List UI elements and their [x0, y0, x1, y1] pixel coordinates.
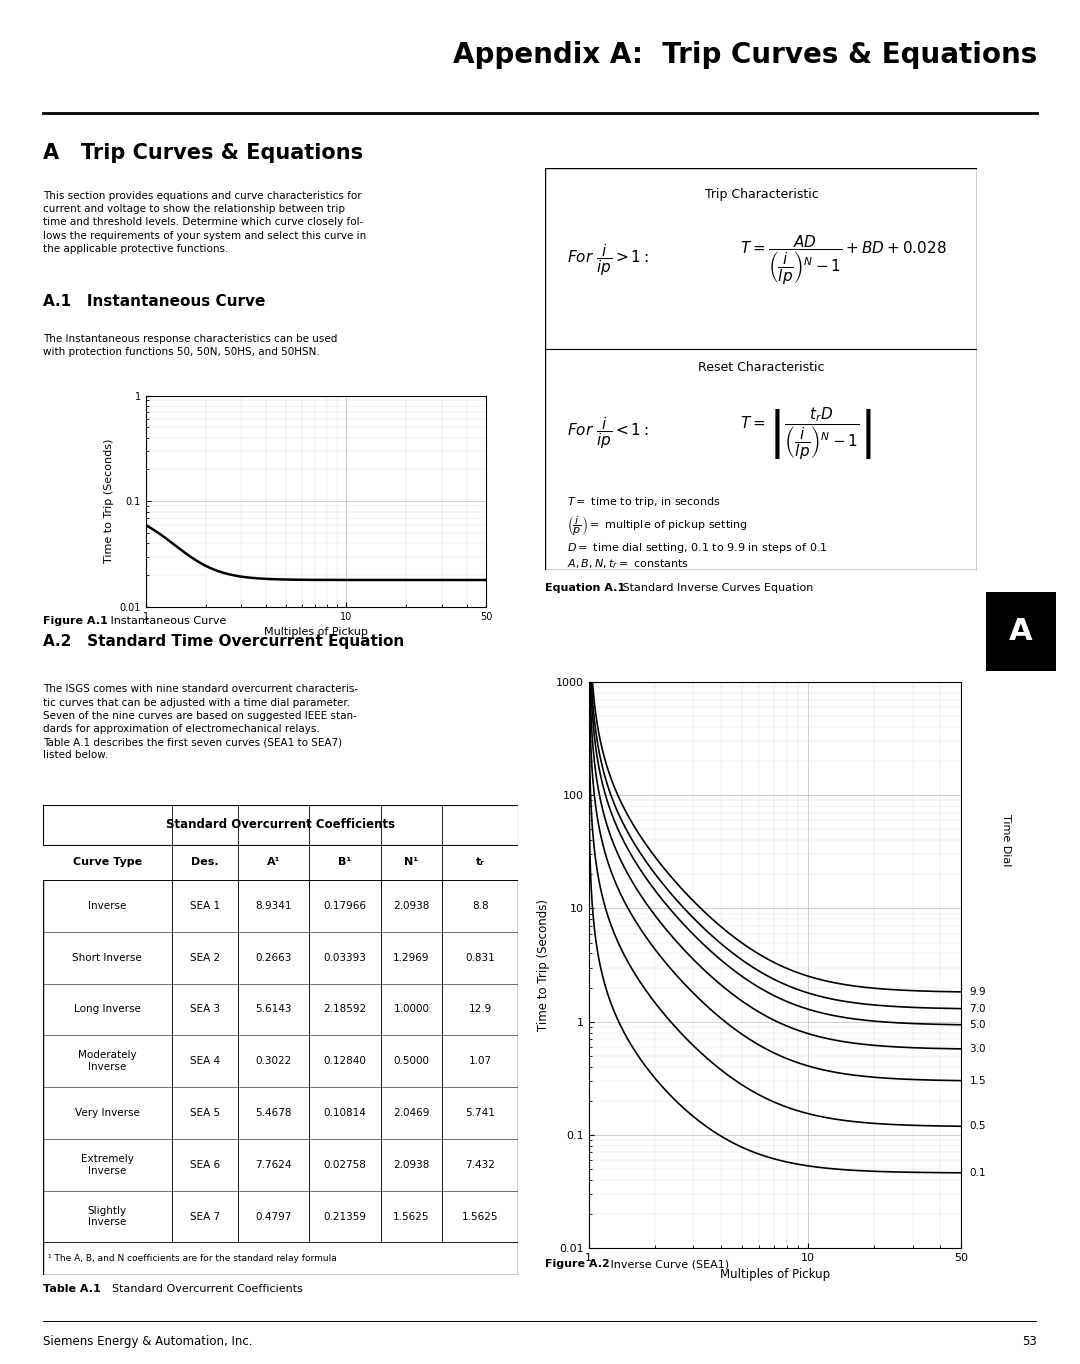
Text: Very Inverse: Very Inverse — [75, 1108, 139, 1118]
Text: Instantaneous Curve: Instantaneous Curve — [107, 615, 227, 626]
Text: 9.9: 9.9 — [970, 988, 986, 997]
Text: $T=\dfrac{AD}{\left(\dfrac{i}{lp}\right)^{N}-1}+BD+0.028$: $T=\dfrac{AD}{\left(\dfrac{i}{lp}\right)… — [740, 233, 946, 288]
Text: tᵣ: tᵣ — [476, 858, 485, 868]
Text: 7.0: 7.0 — [970, 1004, 986, 1013]
Text: Trip Characteristic: Trip Characteristic — [704, 188, 819, 201]
Text: 5.0: 5.0 — [970, 1020, 986, 1030]
Text: 0.1: 0.1 — [970, 1168, 986, 1177]
Text: SEA 4: SEA 4 — [190, 1056, 220, 1067]
Text: A   Trip Curves & Equations: A Trip Curves & Equations — [43, 143, 363, 164]
Text: Des.: Des. — [191, 858, 218, 868]
Text: 1.0000: 1.0000 — [393, 1004, 430, 1015]
Text: Time Dial: Time Dial — [1001, 814, 1011, 866]
Text: 53: 53 — [1022, 1335, 1037, 1348]
Text: 7.432: 7.432 — [465, 1159, 496, 1170]
Text: 1.07: 1.07 — [469, 1056, 492, 1067]
Text: Standard Inverse Curves Equation: Standard Inverse Curves Equation — [619, 582, 813, 593]
Text: 2.18592: 2.18592 — [323, 1004, 366, 1015]
Text: 0.17966: 0.17966 — [323, 902, 366, 911]
Text: Inverse: Inverse — [89, 902, 126, 911]
Y-axis label: Time to Trip (Seconds): Time to Trip (Seconds) — [104, 439, 114, 563]
Text: Moderately
Inverse: Moderately Inverse — [78, 1050, 137, 1072]
Text: The Instantaneous response characteristics can be used
with protection functions: The Instantaneous response characteristi… — [43, 334, 338, 357]
Text: ¹ The A, B, and N coefficients are for the standard relay formula: ¹ The A, B, and N coefficients are for t… — [48, 1255, 337, 1263]
Text: 5.6143: 5.6143 — [256, 1004, 292, 1015]
Bar — [43, 805, 518, 844]
Text: 0.02758: 0.02758 — [324, 1159, 366, 1170]
Text: A.2   Standard Time Overcurrent Equation: A.2 Standard Time Overcurrent Equation — [43, 634, 404, 649]
Text: Appendix A:  Trip Curves & Equations: Appendix A: Trip Curves & Equations — [453, 41, 1037, 68]
Text: 0.5000: 0.5000 — [393, 1056, 430, 1067]
Text: 0.10814: 0.10814 — [324, 1108, 366, 1118]
Text: Siemens Energy & Automation, Inc.: Siemens Energy & Automation, Inc. — [43, 1335, 253, 1348]
Text: 3.0: 3.0 — [970, 1043, 986, 1054]
Text: Figure A.2: Figure A.2 — [545, 1259, 610, 1270]
Text: 1.5: 1.5 — [970, 1076, 986, 1086]
Text: A¹: A¹ — [267, 858, 281, 868]
Text: SEA 7: SEA 7 — [190, 1211, 220, 1222]
Text: $A, B, N, t_r=$ constants: $A, B, N, t_r=$ constants — [567, 558, 689, 572]
Text: B¹: B¹ — [338, 858, 352, 868]
Text: SEA 3: SEA 3 — [190, 1004, 220, 1015]
Text: 5.4678: 5.4678 — [256, 1108, 292, 1118]
Text: This section provides equations and curve characteristics for
current and voltag: This section provides equations and curv… — [43, 191, 366, 254]
Text: 7.7624: 7.7624 — [256, 1159, 292, 1170]
Text: 2.0938: 2.0938 — [393, 1159, 430, 1170]
Text: 5.741: 5.741 — [465, 1108, 496, 1118]
Text: Standard Overcurrent Coefficients: Standard Overcurrent Coefficients — [166, 818, 395, 831]
Text: $\mathit{For}\ \dfrac{i}{ip}>1:$: $\mathit{For}\ \dfrac{i}{ip}>1:$ — [567, 243, 649, 278]
Text: 1.2969: 1.2969 — [393, 952, 430, 963]
Text: $\left(\dfrac{i}{p}\right)=$ multiple of pickup setting: $\left(\dfrac{i}{p}\right)=$ multiple of… — [567, 514, 747, 537]
Text: Inverse Curve (SEA1): Inverse Curve (SEA1) — [607, 1259, 729, 1270]
Text: A: A — [1010, 617, 1032, 647]
Text: SEA 2: SEA 2 — [190, 952, 220, 963]
Text: Long Inverse: Long Inverse — [73, 1004, 140, 1015]
Text: 0.2663: 0.2663 — [256, 952, 292, 963]
Text: Slightly
Inverse: Slightly Inverse — [87, 1206, 127, 1228]
Text: 1.5625: 1.5625 — [393, 1211, 430, 1222]
Text: 0.21359: 0.21359 — [323, 1211, 366, 1222]
Text: $T=$ time to trip, in seconds: $T=$ time to trip, in seconds — [567, 495, 721, 509]
Text: $\mathit{For}\ \dfrac{i}{ip}<1:$: $\mathit{For}\ \dfrac{i}{ip}<1:$ — [567, 416, 649, 451]
Y-axis label: Time to Trip (Seconds): Time to Trip (Seconds) — [537, 899, 550, 1031]
Text: 8.8: 8.8 — [472, 902, 488, 911]
Text: 0.03393: 0.03393 — [324, 952, 366, 963]
Text: Standard Overcurrent Coefficients: Standard Overcurrent Coefficients — [105, 1284, 302, 1294]
Text: $D=$ time dial setting, 0.1 to 9.9 in steps of 0.1: $D=$ time dial setting, 0.1 to 9.9 in st… — [567, 542, 827, 555]
X-axis label: Multiples of Pickup: Multiples of Pickup — [720, 1269, 829, 1281]
Text: Extremely
Inverse: Extremely Inverse — [81, 1154, 134, 1176]
Text: A.1   Instantaneous Curve: A.1 Instantaneous Curve — [43, 293, 266, 308]
Text: 0.12840: 0.12840 — [324, 1056, 366, 1067]
Text: Curve Type: Curve Type — [72, 858, 141, 868]
Text: 2.0938: 2.0938 — [393, 902, 430, 911]
Text: The ISGS comes with nine standard overcurrent characteris-
tic curves that can b: The ISGS comes with nine standard overcu… — [43, 685, 359, 761]
Text: N¹: N¹ — [404, 858, 419, 868]
Text: 8.9341: 8.9341 — [256, 902, 292, 911]
Text: SEA 1: SEA 1 — [190, 902, 220, 911]
Text: 0.831: 0.831 — [465, 952, 496, 963]
Text: $T=\left|\dfrac{t_{r}D}{\left(\dfrac{i}{lp}\right)^{N}-1}\right|$: $T=\left|\dfrac{t_{r}D}{\left(\dfrac{i}{… — [740, 405, 872, 461]
Text: Short Inverse: Short Inverse — [72, 952, 143, 963]
Text: 1.5625: 1.5625 — [462, 1211, 499, 1222]
Text: Figure A.1: Figure A.1 — [43, 615, 108, 626]
X-axis label: Multiples of Pickup: Multiples of Pickup — [264, 627, 368, 637]
Text: 0.3022: 0.3022 — [256, 1056, 292, 1067]
Text: SEA 6: SEA 6 — [190, 1159, 220, 1170]
Text: 12.9: 12.9 — [469, 1004, 492, 1015]
Text: Reset Characteristic: Reset Characteristic — [698, 361, 825, 374]
Text: 2.0469: 2.0469 — [393, 1108, 430, 1118]
Bar — [43, 844, 518, 880]
Text: 0.4797: 0.4797 — [256, 1211, 292, 1222]
Text: 0.5: 0.5 — [970, 1121, 986, 1131]
Text: Table A.1: Table A.1 — [43, 1284, 100, 1294]
Text: Equation A.1: Equation A.1 — [545, 582, 625, 593]
Text: SEA 5: SEA 5 — [190, 1108, 220, 1118]
